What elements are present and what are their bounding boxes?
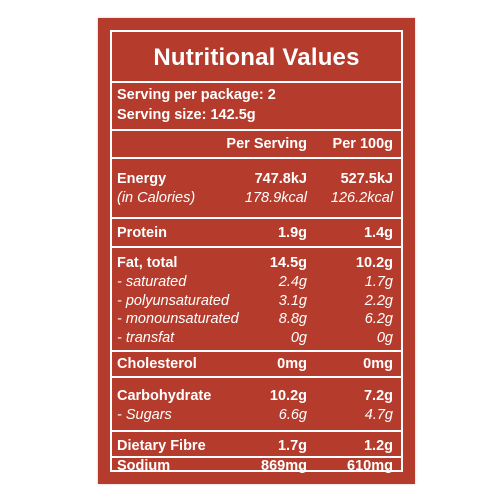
row-protein-serving: 1.9g [277, 225, 307, 241]
col-header-per-serving: Per Serving [226, 136, 307, 152]
row-carbohydrate-serving: 10.2g [269, 388, 307, 404]
row-sodium-serving: 869mg [261, 458, 307, 474]
row-saturated-serving: 2.4g [278, 274, 307, 290]
row-energy-per100: 527.5kJ [340, 171, 393, 187]
row-protein-name: Protein [117, 225, 167, 241]
row-energy-serving: 747.8kJ [254, 171, 307, 187]
row-mono-name: - monounsaturated [117, 311, 239, 327]
row-poly-serving: 3.1g [278, 293, 307, 309]
divider [112, 157, 401, 159]
row-fat-per100: 10.2g [355, 255, 393, 271]
divider [112, 129, 401, 131]
row-transfat-per100: 0g [376, 330, 393, 346]
row-carbohydrate-name: Carbohydrate [117, 388, 212, 404]
panel-title: Nutritional Values [153, 44, 360, 71]
divider [112, 430, 401, 432]
row-carbohydrate-per100: 7.2g [363, 388, 393, 404]
row-mono-serving: 8.8g [278, 311, 307, 327]
serving-size: Serving size: 142.5g [117, 107, 256, 123]
col-header-per-100g: Per 100g [332, 136, 393, 152]
row-energy-name: Energy [117, 171, 167, 187]
row-poly-per100: 2.2g [364, 293, 393, 309]
row-sodium-per100: 610mg [347, 458, 393, 474]
row-mono-per100: 6.2g [364, 311, 393, 327]
serving-per-package: Serving per package: 2 [117, 87, 276, 103]
row-calories-serving: 178.9kcal [244, 190, 307, 206]
divider [112, 81, 401, 83]
row-saturated-per100: 1.7g [364, 274, 393, 290]
row-fibre-name: Dietary Fibre [117, 438, 206, 454]
nutrition-panel: Nutritional Values Serving per package: … [98, 18, 415, 484]
row-calories-name: (in Calories) [117, 190, 196, 206]
row-fibre-serving: 1.7g [277, 438, 307, 454]
divider [112, 350, 401, 352]
row-calories-per100: 126.2kcal [330, 190, 393, 206]
row-cholesterol-name: Cholesterol [117, 356, 197, 372]
row-cholesterol-serving: 0mg [277, 356, 307, 372]
row-sugars-per100: 4.7g [364, 407, 393, 423]
row-poly-name: - polyunsaturated [117, 293, 230, 309]
divider [112, 217, 401, 219]
divider [112, 246, 401, 248]
divider [112, 456, 401, 458]
nutrition-frame: Nutritional Values Serving per package: … [110, 30, 403, 474]
row-sugars-serving: 6.6g [278, 407, 307, 423]
row-fat-serving: 14.5g [269, 255, 307, 271]
divider [112, 376, 401, 378]
row-fat-name: Fat, total [117, 255, 178, 271]
row-sodium-name: Sodium [117, 458, 171, 474]
row-transfat-name: - transfat [117, 330, 175, 346]
row-cholesterol-per100: 0mg [363, 356, 393, 372]
row-fibre-per100: 1.2g [363, 438, 393, 454]
row-transfat-serving: 0g [290, 330, 307, 346]
row-saturated-name: - saturated [117, 274, 187, 290]
row-sugars-name: - Sugars [117, 407, 172, 423]
row-protein-per100: 1.4g [363, 225, 393, 241]
